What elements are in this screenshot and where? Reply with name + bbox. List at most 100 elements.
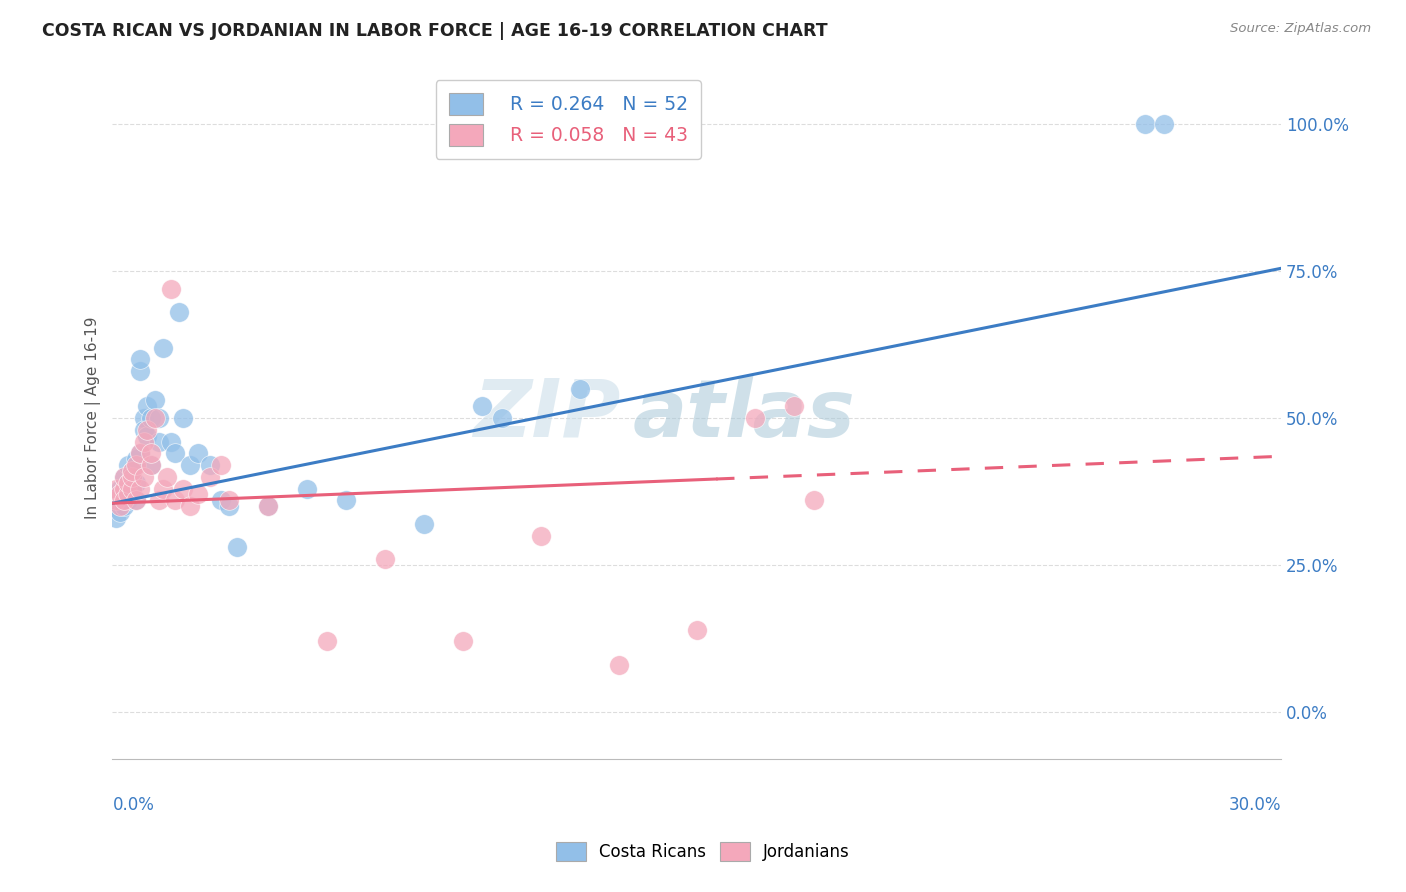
Point <box>179 500 201 514</box>
Point <box>141 446 163 460</box>
Point <box>143 393 166 408</box>
Point <box>112 482 135 496</box>
Point <box>117 482 139 496</box>
Point <box>128 364 150 378</box>
Point <box>128 446 150 460</box>
Text: Source: ZipAtlas.com: Source: ZipAtlas.com <box>1230 22 1371 36</box>
Point <box>568 382 591 396</box>
Point <box>783 400 806 414</box>
Point <box>198 470 221 484</box>
Point <box>160 434 183 449</box>
Point <box>121 487 143 501</box>
Point <box>121 464 143 478</box>
Point <box>105 493 128 508</box>
Point <box>125 458 148 472</box>
Point <box>105 511 128 525</box>
Point <box>121 482 143 496</box>
Point <box>451 634 474 648</box>
Point <box>141 411 163 425</box>
Point <box>152 482 174 496</box>
Point <box>112 500 135 514</box>
Point <box>315 634 337 648</box>
Point <box>112 487 135 501</box>
Point <box>108 505 131 519</box>
Point <box>211 493 233 508</box>
Point <box>108 500 131 514</box>
Point <box>163 493 186 508</box>
Point <box>167 305 190 319</box>
Point <box>335 493 357 508</box>
Point <box>125 452 148 467</box>
Point <box>295 482 318 496</box>
Text: 0.0%: 0.0% <box>112 797 155 814</box>
Point <box>112 470 135 484</box>
Point <box>125 493 148 508</box>
Point <box>172 482 194 496</box>
Point <box>257 500 280 514</box>
Point <box>257 500 280 514</box>
Point <box>148 434 170 449</box>
Point <box>218 493 240 508</box>
Point <box>148 411 170 425</box>
Point <box>141 458 163 472</box>
Y-axis label: In Labor Force | Age 16-19: In Labor Force | Age 16-19 <box>86 317 101 519</box>
Text: atlas: atlas <box>633 376 855 454</box>
Legend: Costa Ricans, Jordanians: Costa Ricans, Jordanians <box>550 835 856 868</box>
Point <box>132 411 155 425</box>
Point <box>187 446 209 460</box>
Point <box>117 493 139 508</box>
Point <box>105 500 128 514</box>
Point <box>148 493 170 508</box>
Point <box>128 482 150 496</box>
Point <box>121 470 143 484</box>
Point <box>117 487 139 501</box>
Point <box>121 464 143 478</box>
Point <box>413 516 436 531</box>
Text: ZIP: ZIP <box>474 376 620 454</box>
Point <box>179 458 201 472</box>
Point <box>141 458 163 472</box>
Point <box>117 475 139 490</box>
Point <box>132 423 155 437</box>
Point <box>198 458 221 472</box>
Point <box>108 493 131 508</box>
Point <box>108 482 131 496</box>
Point <box>128 352 150 367</box>
Point <box>136 428 159 442</box>
Point <box>530 528 553 542</box>
Point <box>226 541 249 555</box>
Point <box>686 623 709 637</box>
Point <box>471 400 494 414</box>
Point <box>1153 117 1175 131</box>
Point <box>121 482 143 496</box>
Point <box>160 282 183 296</box>
Point <box>112 493 135 508</box>
Legend:   R = 0.264   N = 52,   R = 0.058   N = 43: R = 0.264 N = 52, R = 0.058 N = 43 <box>436 80 700 159</box>
Text: COSTA RICAN VS JORDANIAN IN LABOR FORCE | AGE 16-19 CORRELATION CHART: COSTA RICAN VS JORDANIAN IN LABOR FORCE … <box>42 22 828 40</box>
Point <box>108 487 131 501</box>
Point <box>128 446 150 460</box>
Point <box>117 475 139 490</box>
Point <box>132 434 155 449</box>
Point <box>744 411 766 425</box>
Point <box>112 470 135 484</box>
Point <box>152 341 174 355</box>
Point <box>156 470 179 484</box>
Point <box>125 493 148 508</box>
Point <box>136 423 159 437</box>
Point <box>211 458 233 472</box>
Point <box>163 446 186 460</box>
Point <box>112 493 135 508</box>
Point <box>172 411 194 425</box>
Point <box>117 458 139 472</box>
Point <box>491 411 513 425</box>
Point <box>136 400 159 414</box>
Point <box>125 475 148 490</box>
Point <box>132 470 155 484</box>
Point <box>187 487 209 501</box>
Point <box>121 470 143 484</box>
Point <box>218 500 240 514</box>
Point <box>803 493 825 508</box>
Point <box>143 411 166 425</box>
Point <box>607 657 630 672</box>
